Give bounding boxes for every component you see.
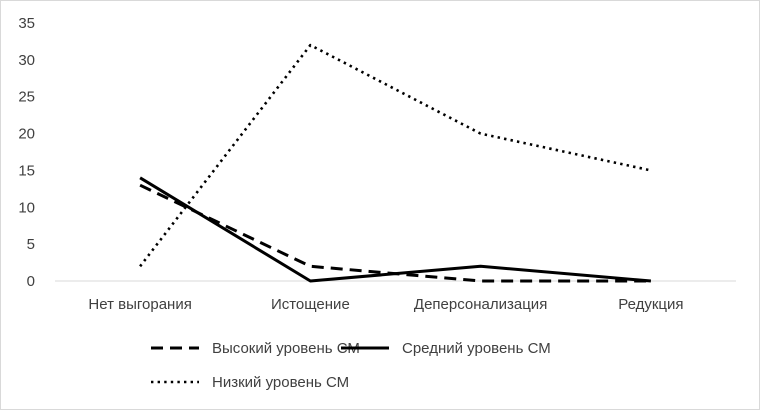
y-tick-label: 20	[18, 126, 35, 143]
axis-layer: 0 5 10 15 20 25 30 35 Нет выгорания Истощение Депе…	[18, 15, 736, 313]
legend-label-1: Высокий уровень СМ	[212, 340, 360, 357]
y-tick-label: 30	[18, 52, 35, 69]
x-tick-label: Деперсонализация	[414, 296, 547, 313]
y-tick-label: 15	[18, 162, 35, 179]
series-line-2	[139, 176, 652, 283]
y-tick-label: 5	[27, 236, 35, 253]
series-layer	[139, 43, 652, 283]
x-tick-label: Редукция	[618, 296, 683, 313]
series-line-3	[139, 43, 652, 268]
y-tick-label: 0	[27, 273, 35, 290]
series-line-1	[139, 183, 651, 283]
y-tick-label: 10	[18, 199, 35, 216]
x-tick-label: Истощение	[271, 296, 350, 313]
legend-label-2: Средний уровень СМ	[402, 340, 551, 357]
y-tick-label: 35	[18, 15, 35, 32]
y-tick-label: 25	[18, 89, 35, 106]
legend-label-3: Низкий уровень СМ	[212, 374, 349, 391]
legend: Высокий уровень СМ Средний уровень СМ Низк…	[151, 340, 551, 391]
x-tick-label: Нет выгорания	[88, 296, 191, 313]
